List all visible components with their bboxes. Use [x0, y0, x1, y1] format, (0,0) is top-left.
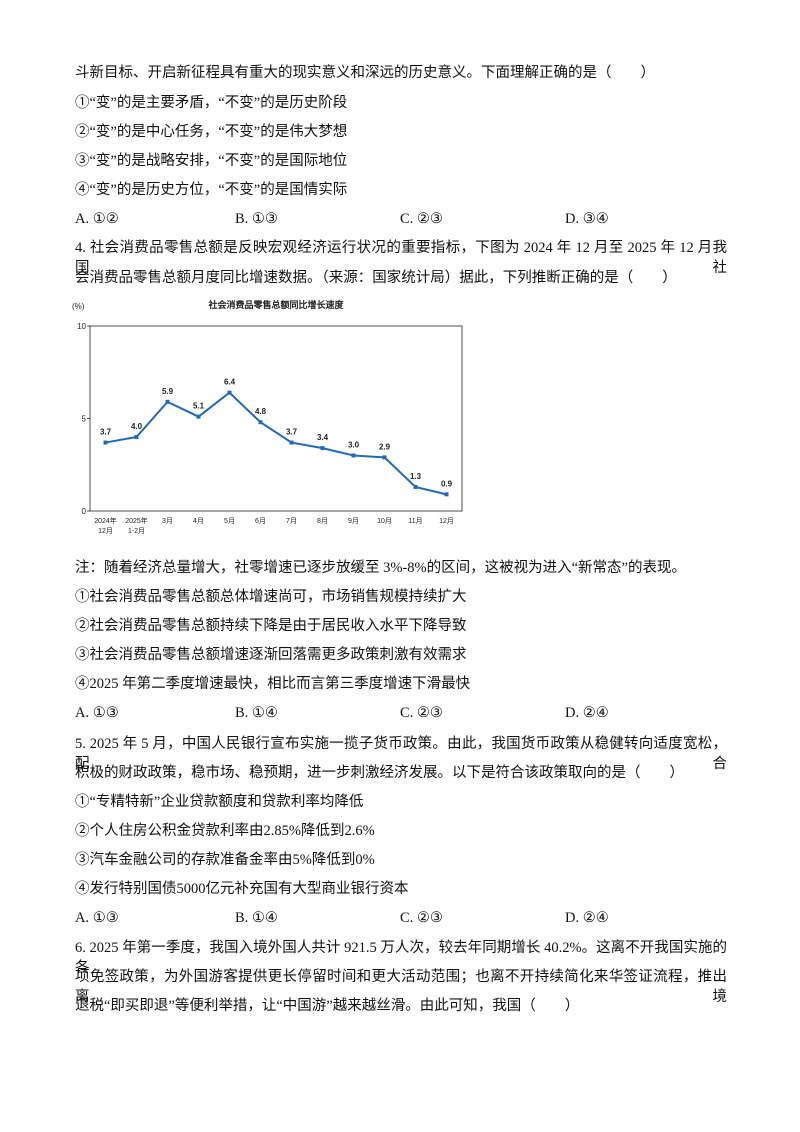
data-label: 4.0 [131, 422, 143, 431]
x-tick-label: 7月 [286, 517, 297, 525]
data-label: 3.0 [348, 441, 360, 450]
choice-item: ③“变”的是战略安排，“不变”的是国际地位 [75, 153, 348, 169]
note: 注：随着经济总量增大，社零增速已逐步放缓至 3%-8%的区间，这被视为进入“新常… [75, 560, 686, 576]
choice-item: ①社会消费品零售总额总体增速尚可，市场销售规模持续扩大 [75, 589, 467, 605]
data-point [382, 455, 387, 460]
x-tick-label: 8月 [317, 517, 328, 525]
question-stem: 积极的财政政策，稳市场、稳预期，进一步刺激经济发展。以下是符合该政策取向的是（ … [75, 765, 684, 781]
data-point [289, 440, 294, 445]
choice-item: ②“变”的是中心任务，“不变”的是伟大梦想 [75, 124, 348, 140]
x-tick-label: 12月 [439, 517, 454, 525]
x-tick-label: 2025年 1-2月 [125, 516, 148, 535]
chart-title: 社会消费品零售总额同比增长速度 [207, 299, 344, 310]
question-stem: 退税“即买即退”等便利举措，让“中国游”越来越丝滑。由此可知，我国（ ） [75, 998, 580, 1014]
data-point [165, 399, 170, 404]
answer-option: C. ②③ [400, 211, 443, 227]
choice-item: ②个人住房公积金贷款利率由2.85%降低到2.6% [75, 823, 375, 839]
x-tick-label: 2024年 12月 [94, 516, 117, 535]
y-axis-label: (%) [72, 302, 85, 311]
question-stem: 会消费品零售总额月度同比增速数据。（来源：国家统计局）据此，下列推断正确的是（ … [75, 270, 677, 286]
x-tick-label: 10月 [377, 517, 392, 525]
data-label: 5.9 [162, 387, 174, 396]
answer-option: A. ①③ [75, 705, 119, 721]
data-point [351, 453, 356, 458]
answer-option: D. ②④ [565, 910, 609, 926]
data-point [196, 414, 201, 419]
x-tick-label: 6月 [255, 517, 266, 525]
data-label: 3.7 [286, 428, 298, 437]
question-stem: 斗新目标、开启新征程具有重大的现实意义和深远的历史意义。下面理解正确的是（ ） [75, 65, 655, 81]
x-tick-label: 3月 [162, 517, 173, 525]
question-stem: 5. 2025 年 5 月，中国人民银行宣布实施一揽子货币政策。由此，我国货币政… [75, 736, 727, 772]
data-point [444, 492, 449, 497]
data-point [103, 440, 108, 445]
data-label: 6.4 [224, 378, 236, 387]
data-point [134, 435, 139, 439]
y-tick-label: 10 [77, 322, 86, 331]
choice-item: ④发行特别国债5000亿元补充国有大型商业银行资本 [75, 881, 409, 897]
choice-item: ②社会消费品零售总额持续下降是由于居民收入水平下降导致 [75, 618, 467, 634]
x-tick-label: 9月 [348, 517, 359, 525]
data-label: 3.7 [100, 428, 112, 437]
data-label: 3.4 [317, 433, 329, 442]
data-label: 1.3 [410, 472, 422, 481]
question-stem: 6. 2025 年第一季度，我国入境外国人共计 921.5 万人次，较去年同期增… [75, 940, 727, 976]
x-tick-label: 11月 [408, 517, 422, 525]
data-label: 0.9 [441, 479, 453, 488]
choice-item: ③社会消费品零售总额增速逐渐回落需更多政策刺激有效需求 [75, 647, 467, 663]
answer-option: A. ①② [75, 211, 119, 227]
answer-option: B. ①③ [235, 211, 278, 227]
data-label: 4.8 [255, 407, 267, 416]
data-label: 5.1 [193, 402, 205, 411]
choice-item: ④2025 年第二季度增速最快，相比而言第三季度增速下滑最快 [75, 676, 471, 692]
data-point [227, 390, 232, 395]
answer-option: A. ①③ [75, 910, 119, 926]
choice-item: ④“变”的是历史方位，“不变”的是国情实际 [75, 182, 348, 198]
y-tick-label: 0 [82, 507, 87, 516]
choice-item: ③汽车金融公司的存款准备金率由5%降低到0% [75, 852, 375, 868]
answer-option: C. ②③ [400, 910, 443, 926]
x-tick-label: 5月 [224, 517, 235, 525]
answer-option: D. ③④ [565, 211, 609, 227]
choice-item: ①“专精特新”企业贷款额度和贷款利率均降低 [75, 794, 364, 810]
data-point [258, 420, 263, 425]
plot-frame [89, 325, 463, 512]
data-point [413, 484, 418, 489]
data-label: 2.9 [379, 442, 391, 451]
answer-option: B. ①④ [235, 910, 278, 926]
answer-option: D. ②④ [565, 705, 609, 721]
question-stem: 4. 社会消费品零售总额是反映宏观经济运行状况的重要指标，下图为 2024 年 … [75, 240, 727, 276]
answer-option: C. ②③ [400, 705, 443, 721]
answer-option: B. ①④ [235, 705, 278, 721]
choice-item: ①“变”的是主要矛盾，“不变”的是历史阶段 [75, 95, 348, 111]
question-stem: 项免签政策，为外国游客提供更长停留时间和更大活动范围；也离不开持续简化来华签证流… [75, 969, 727, 1005]
y-tick-label: 5 [82, 415, 87, 424]
data-line [105, 391, 447, 496]
x-tick-label: 4月 [193, 517, 204, 525]
data-point [320, 446, 325, 451]
